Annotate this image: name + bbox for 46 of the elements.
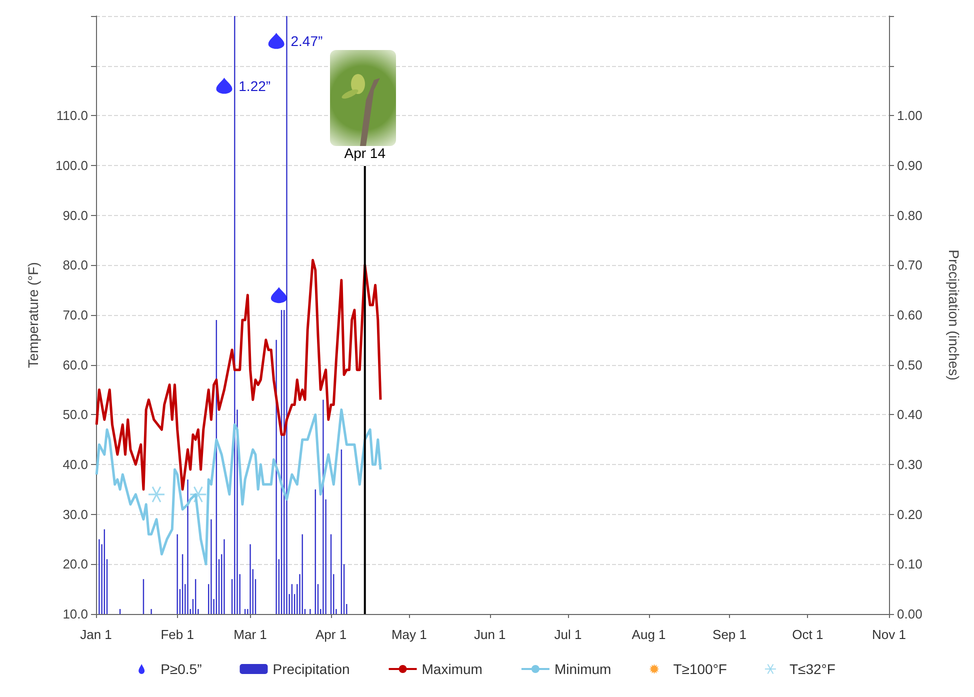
y-tick-label: 80.0: [62, 258, 88, 273]
y2-tick-label: 0.70: [897, 258, 922, 273]
x-tick-label: Jan 1: [80, 627, 112, 642]
y-tick-label: 110.0: [56, 108, 88, 124]
x-tick-label: Apr 1: [315, 627, 347, 642]
y2-tick-label: 0.50: [897, 357, 922, 372]
legend-label: Maximum: [422, 661, 482, 677]
legend-label: T≤32°F: [789, 661, 836, 677]
y2-tick-label: 0.90: [897, 158, 922, 173]
x-tick-label: Nov 1: [872, 627, 906, 642]
x-tick-label: Jun 1: [474, 627, 506, 642]
ref-line-label: 1.22”: [238, 78, 271, 94]
y-tick-label: 30.0: [62, 506, 88, 522]
y2-tick-label: 0.40: [897, 407, 922, 422]
line-series: [95, 408, 382, 566]
y-tick-label: 100.0: [55, 158, 88, 173]
legend-label: Minimum: [554, 661, 612, 677]
y2-tick-label: 1.00: [897, 108, 922, 124]
x-tick-label: Jul 1: [554, 627, 582, 642]
x-tick-label: Aug 1: [632, 627, 666, 642]
line-series: [95, 258, 382, 491]
x-tick-label: Sep 1: [712, 627, 747, 642]
y2-axis-title: Precipitation (inches): [946, 250, 962, 380]
y-tick-label: 40.0: [62, 457, 88, 472]
x-tick-label: Mar 1: [234, 627, 267, 642]
y2-tick-label: 0.10: [897, 556, 922, 572]
y2-tick-label: 0.30: [897, 457, 922, 472]
y-tick-label: 60.0: [62, 357, 88, 372]
y2-tick-label: 0.20: [897, 506, 922, 522]
y-tick-label: 70.0: [62, 308, 88, 322]
y-tick-label: 90.0: [62, 208, 88, 223]
y2-tick-label: 0.80: [897, 208, 922, 223]
y-tick-label: 10.0: [62, 606, 88, 622]
y-tick-label: 50.0: [62, 407, 88, 422]
x-tick-label: Oct 1: [792, 627, 824, 642]
legend-label: T≥100°F: [673, 661, 727, 677]
legend-label: P≥0.5”: [160, 661, 202, 677]
legend-label: Precipitation: [272, 661, 350, 677]
y-tick-label: 20.0: [62, 556, 88, 572]
y2-tick-label: 0.00: [897, 606, 922, 622]
x-tick-label: May 1: [391, 627, 427, 642]
ref-line-label: 2.47”: [290, 32, 323, 49]
y-axis-title: Temperature (°F): [25, 262, 41, 368]
y2-tick-label: 0.60: [897, 308, 922, 322]
ref-line-label: Apr 14: [344, 145, 386, 161]
x-tick-label: Feb 1: [160, 627, 194, 642]
